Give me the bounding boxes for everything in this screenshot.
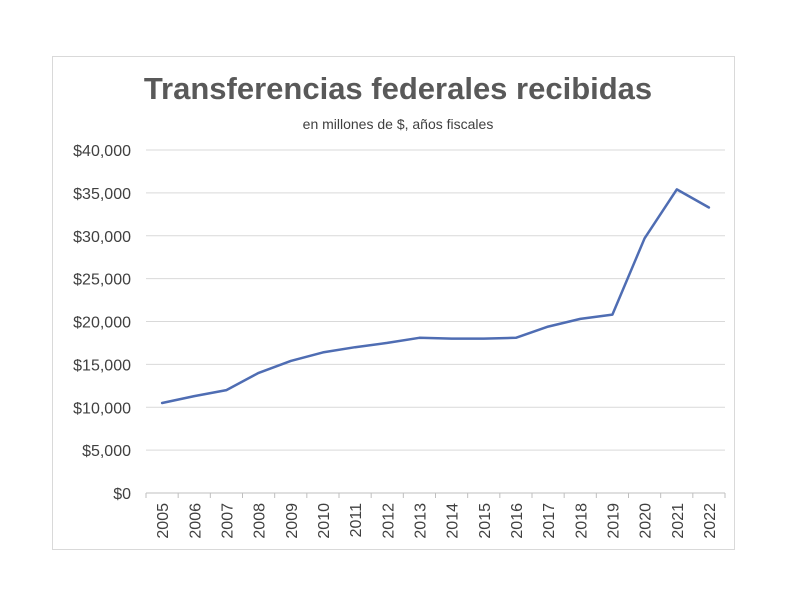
x-tick-label: 2013: [412, 503, 429, 539]
series-layer: [159, 186, 712, 406]
gridlines: [146, 149, 725, 494]
y-tick-label: $40,000: [73, 143, 131, 160]
data-point: [191, 393, 197, 399]
data-point: [706, 204, 712, 210]
data-point: [513, 335, 519, 341]
data-point: [642, 235, 648, 241]
data-point: [577, 316, 583, 322]
data-point: [674, 186, 680, 192]
chart-title: Transferencias federales recibidas: [144, 71, 652, 106]
data-point: [416, 335, 422, 341]
x-tick-label: 2010: [316, 503, 333, 539]
data-point: [481, 336, 487, 342]
x-tick-label: 2022: [702, 503, 719, 539]
x-tick-label: 2005: [155, 503, 172, 539]
y-tick-label: $5,000: [82, 443, 131, 460]
x-tick-label: 2021: [670, 503, 687, 539]
x-tick-label: 2016: [509, 503, 526, 539]
data-point: [223, 387, 229, 393]
chart-subtitle: en millones de $, años fiscales: [303, 116, 494, 132]
y-tick-label: $10,000: [73, 400, 131, 417]
x-tick-label: 2009: [284, 503, 301, 539]
data-point: [288, 358, 294, 364]
data-point: [352, 344, 358, 350]
x-tick-label: 2015: [477, 503, 494, 539]
data-point: [545, 324, 551, 330]
x-tick-label: 2014: [445, 503, 462, 539]
data-point: [609, 312, 615, 318]
series-line: [160, 188, 711, 405]
x-tick-label: 2008: [252, 503, 269, 539]
chart-frame: Transferencias federales recibidas en mi…: [52, 56, 735, 550]
x-tick-label: 2011: [348, 503, 365, 538]
y-tick-label: $15,000: [73, 357, 131, 374]
x-tick-label: 2019: [605, 503, 622, 539]
line-chart: Transferencias federales recibidas en mi…: [73, 71, 726, 539]
x-tick-label: 2020: [638, 503, 655, 539]
y-tick-label: $20,000: [73, 315, 131, 332]
x-axis-ticks: 2005 2006 2007 2008 2009 2010 2011 2012 2013 2014…: [145, 493, 726, 539]
x-tick-label: 2012: [380, 503, 397, 539]
x-tick-label: 2017: [541, 503, 558, 539]
data-point: [159, 400, 165, 406]
data-point: [384, 340, 390, 346]
y-axis-ticks: $0 $5,000 $10,000 $15,000 $20,000 $25,000 $30,…: [73, 143, 131, 503]
x-tick-label: 2007: [219, 503, 236, 539]
y-tick-label: $25,000: [73, 272, 131, 289]
x-tick-label: 2006: [187, 503, 204, 539]
x-tick-label: 2018: [573, 503, 590, 539]
y-tick-label: $30,000: [73, 229, 131, 246]
data-point: [256, 370, 262, 376]
data-point: [320, 349, 326, 355]
data-point: [449, 336, 455, 342]
y-tick-label: $35,000: [73, 186, 131, 203]
y-tick-label: $0: [113, 486, 131, 503]
